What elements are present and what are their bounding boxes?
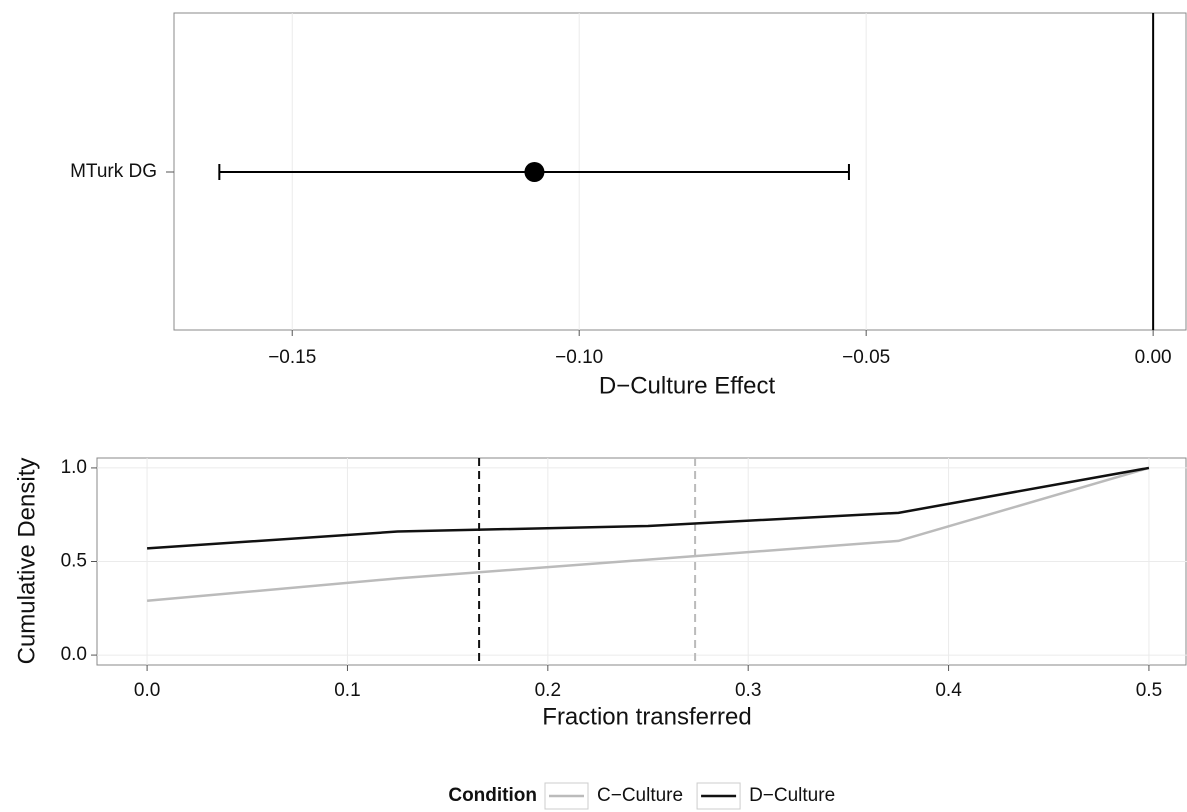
x-tick-label: −0.10 — [555, 347, 603, 368]
point — [524, 162, 545, 182]
y-tick-label: 1.0 — [61, 457, 87, 478]
x-tick-label: 0.1 — [334, 680, 360, 701]
x-tick-label: −0.15 — [268, 347, 316, 368]
line — [147, 466, 1150, 550]
y-tick-label: 0.5 — [61, 551, 87, 572]
x-tick-label: 0.4 — [935, 680, 962, 701]
legend-label: C−Culture — [597, 785, 683, 806]
y-tick-label: 0.0 — [61, 644, 87, 665]
x-tick-label: 0.3 — [735, 680, 761, 701]
x-tick-label: −0.05 — [842, 347, 890, 368]
x-tick-label: 0.0 — [134, 680, 160, 701]
x-tick-label: 0.2 — [535, 680, 561, 701]
x-tick-label: 0.00 — [1135, 347, 1172, 368]
line — [146, 466, 1150, 603]
legend-label: D−Culture — [749, 785, 835, 806]
x-axis-title: D−Culture Effect — [599, 372, 776, 399]
y-tick-label: MTurk DG — [70, 161, 157, 182]
x-axis-title: Fraction transferred — [542, 703, 751, 730]
y-axis-title: Cumulative Density — [13, 458, 40, 665]
legend-title: Condition — [448, 785, 537, 806]
x-tick-label: 0.5 — [1136, 680, 1162, 701]
